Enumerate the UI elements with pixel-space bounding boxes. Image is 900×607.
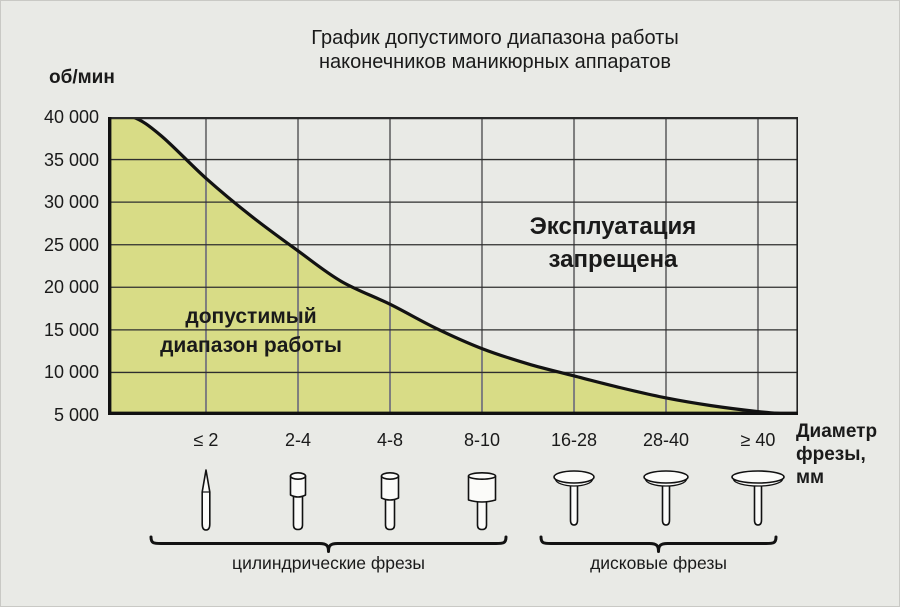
annotation-allowed-line1: допустимый bbox=[185, 305, 317, 328]
annotation-forbidden-zone: Эксплуатация запрещена bbox=[463, 210, 763, 276]
x-axis-unit-line1: Диаметр bbox=[796, 421, 878, 442]
y-tick-label: 25 000 bbox=[43, 234, 99, 255]
x-tick-label: 28-40 bbox=[642, 430, 690, 450]
group-braces bbox=[149, 535, 778, 553]
y-tick-label: 40 000 bbox=[43, 107, 99, 127]
tool-item bbox=[452, 469, 512, 535]
plot-area bbox=[108, 117, 798, 415]
max-speed-curve bbox=[108, 117, 798, 415]
underbrace-icon bbox=[149, 535, 508, 553]
disc-bit-medium-icon bbox=[643, 470, 689, 526]
y-tick-label: 5 000 bbox=[53, 405, 99, 425]
annotation-forbidden-line2: запрещена bbox=[548, 246, 678, 273]
disc-bit-large-icon bbox=[731, 470, 785, 526]
tool-item bbox=[728, 469, 788, 535]
y-tick-label: 10 000 bbox=[43, 362, 99, 383]
needle-bit-icon bbox=[201, 469, 211, 531]
chart-plot-svg bbox=[108, 117, 798, 415]
disc-bit-small-icon bbox=[553, 470, 595, 526]
x-tick-label: 8-10 bbox=[463, 430, 500, 450]
tool-item bbox=[176, 469, 236, 535]
chart-title-line1: График допустимого диапазона работы bbox=[311, 27, 679, 49]
tool-item bbox=[544, 469, 604, 535]
underbrace-icon bbox=[539, 535, 778, 553]
y-axis-unit-label: об/мин bbox=[49, 67, 115, 88]
chart-title-line2: наконечников маникюрных аппаратов bbox=[318, 51, 672, 73]
cylinder-bit-large-icon bbox=[467, 471, 497, 531]
cylinder-bit-medium-icon bbox=[380, 471, 400, 531]
chart-title: График допустимого диапазона работы нако… bbox=[245, 26, 745, 74]
y-tick-label: 20 000 bbox=[43, 277, 99, 298]
tool-item bbox=[636, 469, 696, 535]
annotation-allowed-range: допустимый диапазон работы bbox=[101, 302, 401, 360]
tool-item bbox=[268, 469, 328, 535]
group-label: дисковые фрезы bbox=[590, 553, 727, 573]
x-tick-label: 2-4 bbox=[285, 430, 312, 450]
tool-item bbox=[360, 469, 420, 535]
cylinder-bit-small-icon bbox=[289, 471, 307, 531]
group-label: цилиндрические фрезы bbox=[232, 553, 425, 573]
x-tick-label: ≤ 2 bbox=[193, 430, 219, 450]
x-axis-unit-line2: фрезы, мм bbox=[796, 444, 866, 488]
y-tick-label: 35 000 bbox=[43, 149, 99, 170]
annotation-allowed-line2: диапазон работы bbox=[160, 334, 342, 357]
x-tick-label: ≥ 40 bbox=[740, 430, 776, 450]
annotation-forbidden-line1: Эксплуатация bbox=[529, 213, 697, 240]
x-axis-unit-label: Диаметр фрезы, мм bbox=[796, 420, 899, 489]
x-tick-label: 4-8 bbox=[376, 430, 403, 450]
y-tick-label: 15 000 bbox=[43, 319, 99, 340]
y-tick-label: 30 000 bbox=[43, 192, 99, 213]
allowed-area-fill bbox=[108, 117, 798, 415]
x-tick-label: 16-28 bbox=[550, 430, 598, 450]
